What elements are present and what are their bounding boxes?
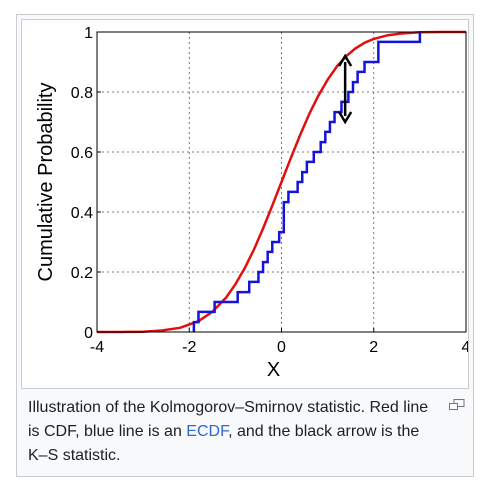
y-tick-label: 0.4: [71, 205, 93, 222]
figure-caption: Illustration of the Kolmogorov–Smirnov s…: [28, 396, 438, 468]
cdf-line: [97, 30, 466, 334]
y-tick-label: 0.8: [71, 85, 93, 102]
ks-arrow-head-top: [338, 53, 353, 67]
y-tick-label: 1: [84, 25, 93, 42]
y-axis-label: Cumulative Probability: [35, 83, 57, 282]
enlarge-icon[interactable]: [449, 399, 465, 411]
ecdf-link[interactable]: ECDF: [186, 423, 229, 440]
x-tick-label: 2: [369, 339, 378, 356]
figure-thumbnail: -4 -2 0 2 4 0 0.2 0.4 0.6 0.8 1 X Cumulative Probabi…: [16, 14, 474, 477]
y-tick-label: 0.2: [71, 265, 93, 282]
figure-image[interactable]: -4 -2 0 2 4 0 0.2 0.4 0.6 0.8 1 X Cumulative Probabi…: [21, 19, 469, 389]
caption-text-end: , and the black arrow is the K–S statist…: [28, 423, 420, 464]
ks-statistic-chart: -4 -2 0 2 4 0 0.2 0.4 0.6 0.8 1 X Cumulative Probabi…: [35, 25, 468, 381]
x-tick-label: -4: [90, 339, 104, 356]
caption-text-start: Illustration of the Kolmogorov–Smirnov s…: [28, 399, 429, 440]
x-tick-label: 0: [277, 339, 286, 356]
x-tick-label: -2: [182, 339, 196, 356]
x-axis-label: X: [267, 359, 280, 381]
ks-arrow-head-bottom: [338, 111, 353, 125]
y-tick-label: 0: [84, 325, 93, 342]
ecdf-line: [192, 32, 422, 332]
y-tick-label: 0.6: [71, 145, 93, 162]
x-tick-label: 4: [462, 339, 468, 356]
